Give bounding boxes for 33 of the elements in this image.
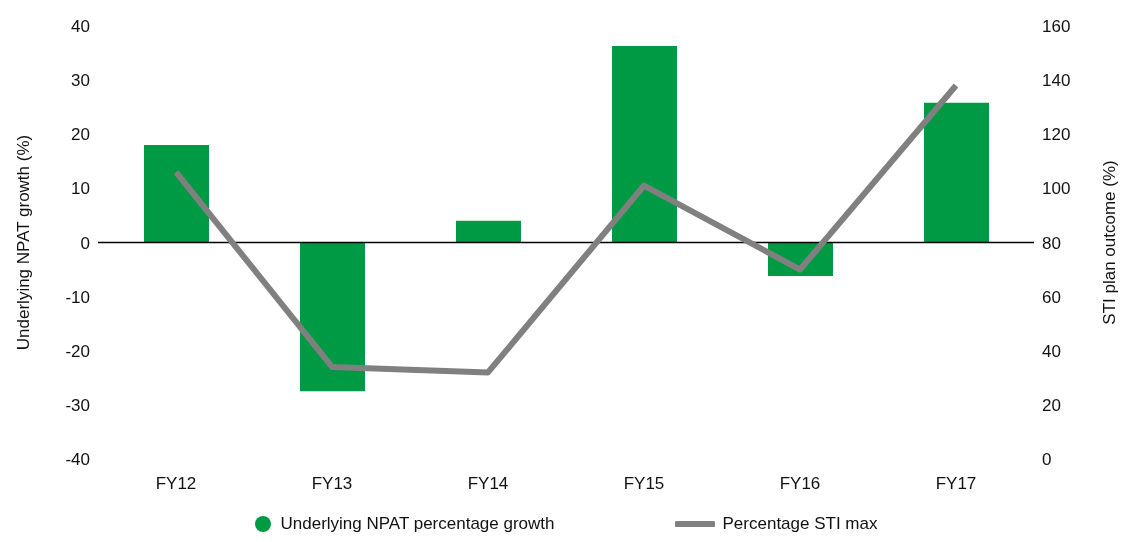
y-tick-label: 40: [71, 17, 90, 37]
y2-tick-label: 0: [1042, 450, 1052, 470]
bar: [456, 220, 521, 243]
y-tick-label: 20: [71, 125, 90, 145]
x-tick-label: FY15: [623, 474, 665, 494]
y2-axis-title: STI plan outcome (%): [1100, 160, 1120, 325]
y-axis-title: Underlying NPAT growth (%): [14, 134, 34, 351]
legend-label: Percentage STI max: [722, 514, 878, 534]
y-tick-label: -40: [65, 450, 90, 470]
x-tick-label: FY13: [311, 474, 353, 494]
y-tick-label: 30: [71, 71, 90, 91]
y-tick-label: 0: [80, 233, 90, 253]
bar: [924, 102, 989, 243]
x-tick-label: FY17: [935, 474, 977, 494]
y2-tick-label: 120: [1042, 125, 1071, 145]
x-tick-label: FY14: [467, 474, 509, 494]
y2-tick-label: 100: [1042, 179, 1071, 199]
y2-tick-label: 160: [1042, 17, 1071, 37]
y-tick-label: -20: [65, 341, 90, 361]
x-tick-label: FY12: [155, 474, 197, 494]
y-tick-label: 10: [71, 179, 90, 199]
y2-tick-label: 40: [1042, 341, 1061, 361]
bar: [144, 145, 209, 243]
y-tick-label: -30: [65, 395, 90, 415]
y2-tick-label: 60: [1042, 287, 1061, 307]
y2-tick-label: 140: [1042, 71, 1071, 91]
legend-label: Underlying NPAT percentage growth: [280, 514, 555, 534]
x-tick-label: FY16: [779, 474, 821, 494]
y-tick-label: -10: [65, 287, 90, 307]
bar: [300, 242, 365, 392]
bar: [612, 46, 677, 243]
y2-tick-label: 20: [1042, 395, 1061, 415]
y2-tick-label: 80: [1042, 233, 1061, 253]
